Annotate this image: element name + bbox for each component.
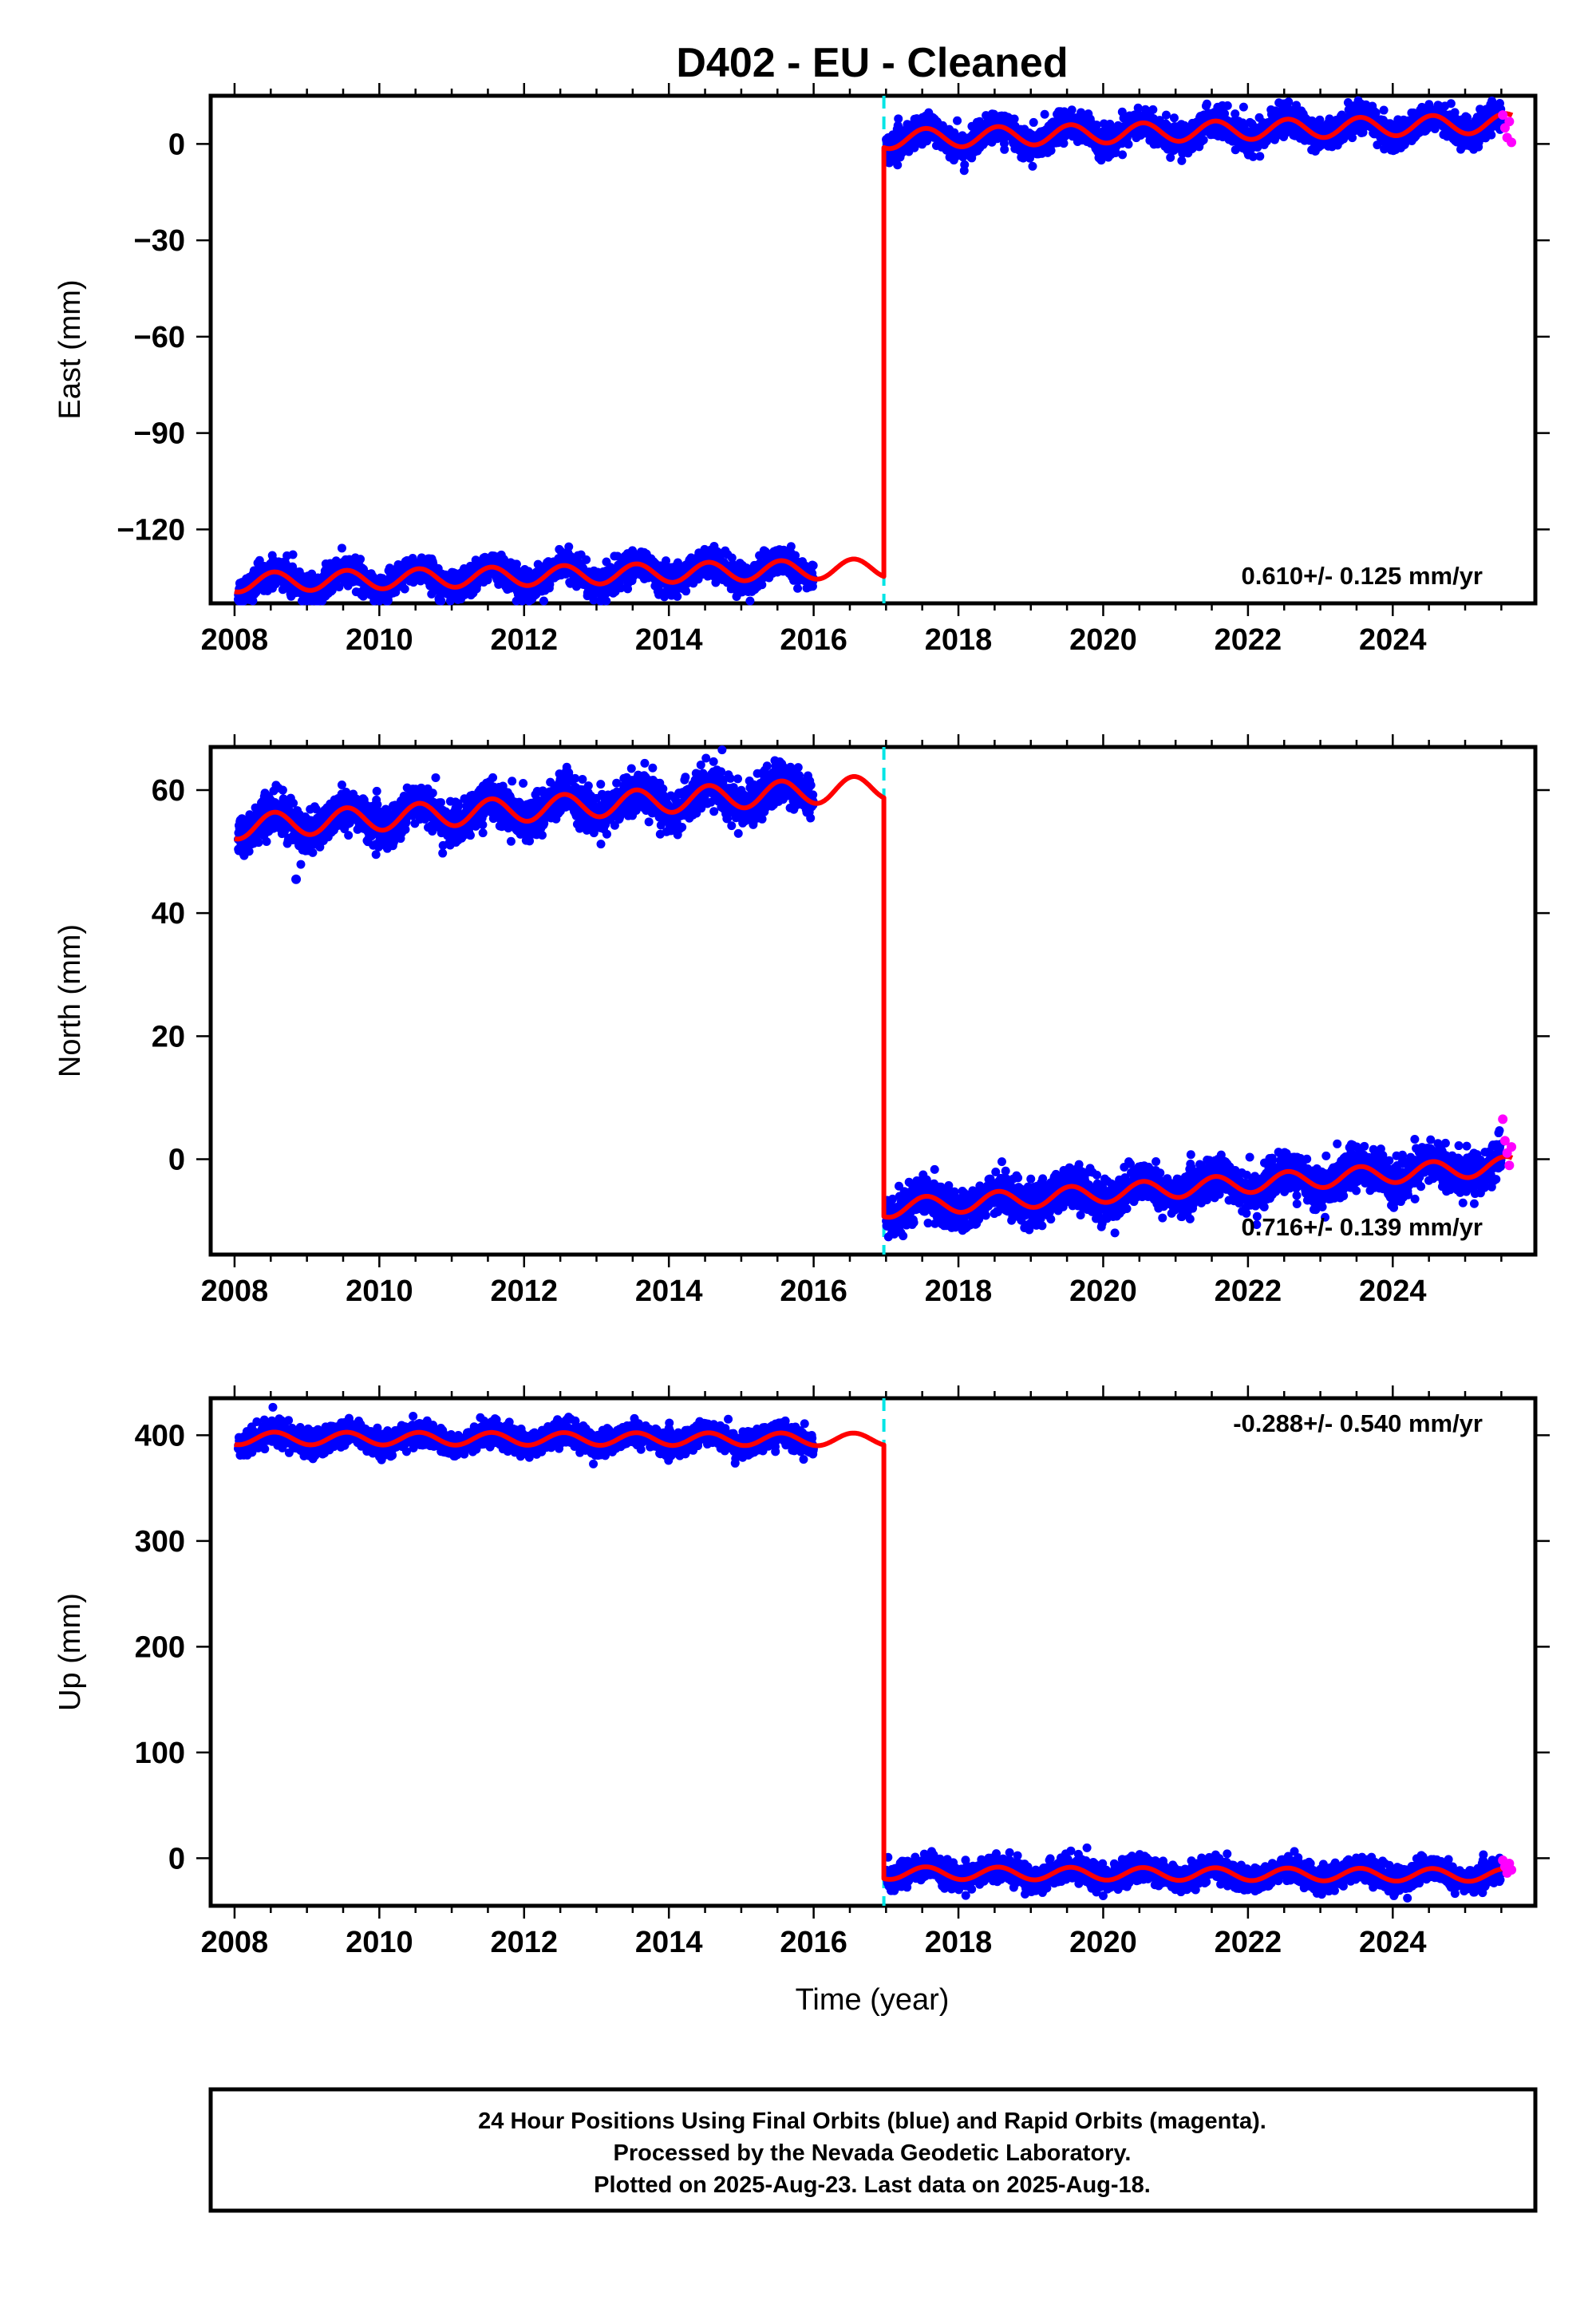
east-final-orbit-point [1148,105,1158,114]
east-final-orbit-point [288,550,298,559]
east-final-orbit-point [1379,105,1389,115]
panel-east: 2008 2010 2012 2014 2016 2018 2020 2022 2024 0 −30… [53,83,1550,657]
east-x-tick-label: 2016 [780,623,847,657]
east-final-orbit-point [1046,146,1056,156]
east-x-tick-label: 2014 [635,623,703,657]
east-final-orbit-point [894,114,903,124]
east-final-orbit-point [582,555,591,564]
east-final-orbit-point [673,591,682,601]
east-final-orbit-point [337,543,346,553]
east-x-tick-label: 2024 [1359,623,1427,657]
east-final-orbit-point [786,542,796,551]
east-x-tick-label: 2022 [1215,623,1282,657]
east-final-orbit-point [539,596,548,606]
east-final-orbit-point [334,583,344,592]
east-y-tick-label: 0 [168,128,185,161]
east-final-orbit-point [602,596,611,606]
east-y-axis-label: East (mm) [53,279,87,419]
east-final-orbit-point [437,596,446,606]
east-y-tick-label: −30 [134,224,185,258]
east-final-orbit-point [1000,144,1009,154]
east-final-orbit-point [960,160,970,169]
east-final-orbit-point [681,587,691,596]
east-final-orbit-point [1028,161,1037,171]
east-final-orbit-point [1118,150,1128,160]
east-final-orbit-point [1255,152,1265,161]
east-final-orbit-point [893,160,903,170]
east-final-orbit-point [1161,110,1171,120]
east-x-tick-label: 2018 [925,623,993,657]
east-final-orbit-point [1029,117,1038,127]
east-y-tick-label: −60 [134,321,185,354]
east-y-tick-label: −120 [117,513,185,547]
east-final-orbit-point [1169,113,1179,123]
east-final-orbit-point [1223,101,1232,110]
east-final-orbit-point [356,555,365,564]
east-x-tick-label: 2012 [491,623,559,657]
east-x-tick-label: 2010 [346,623,413,657]
east-final-orbit-point [1199,135,1208,144]
east-final-orbit-point [1202,99,1211,109]
east-final-orbit-point [953,116,962,125]
east-final-orbit-point [1284,97,1294,107]
east-final-orbit-point [808,561,818,571]
east-final-orbit-point [1124,140,1133,149]
east-final-orbit-point [400,584,409,594]
east-y-tick-label: −90 [134,417,185,451]
east-plot-frame [208,93,1538,606]
east-final-orbit-point [1067,105,1077,115]
figure-title: D402 - EU - Cleaned [676,40,1068,86]
east-final-orbit-point [1040,109,1049,119]
east-final-orbit-point [793,583,803,593]
east-x-tick-label: 2020 [1069,623,1137,657]
east-final-orbit-point [1238,102,1248,112]
east-final-orbit-point [564,542,574,551]
east-final-orbit-point [745,596,755,606]
east-x-tick-label: 2008 [201,623,269,657]
